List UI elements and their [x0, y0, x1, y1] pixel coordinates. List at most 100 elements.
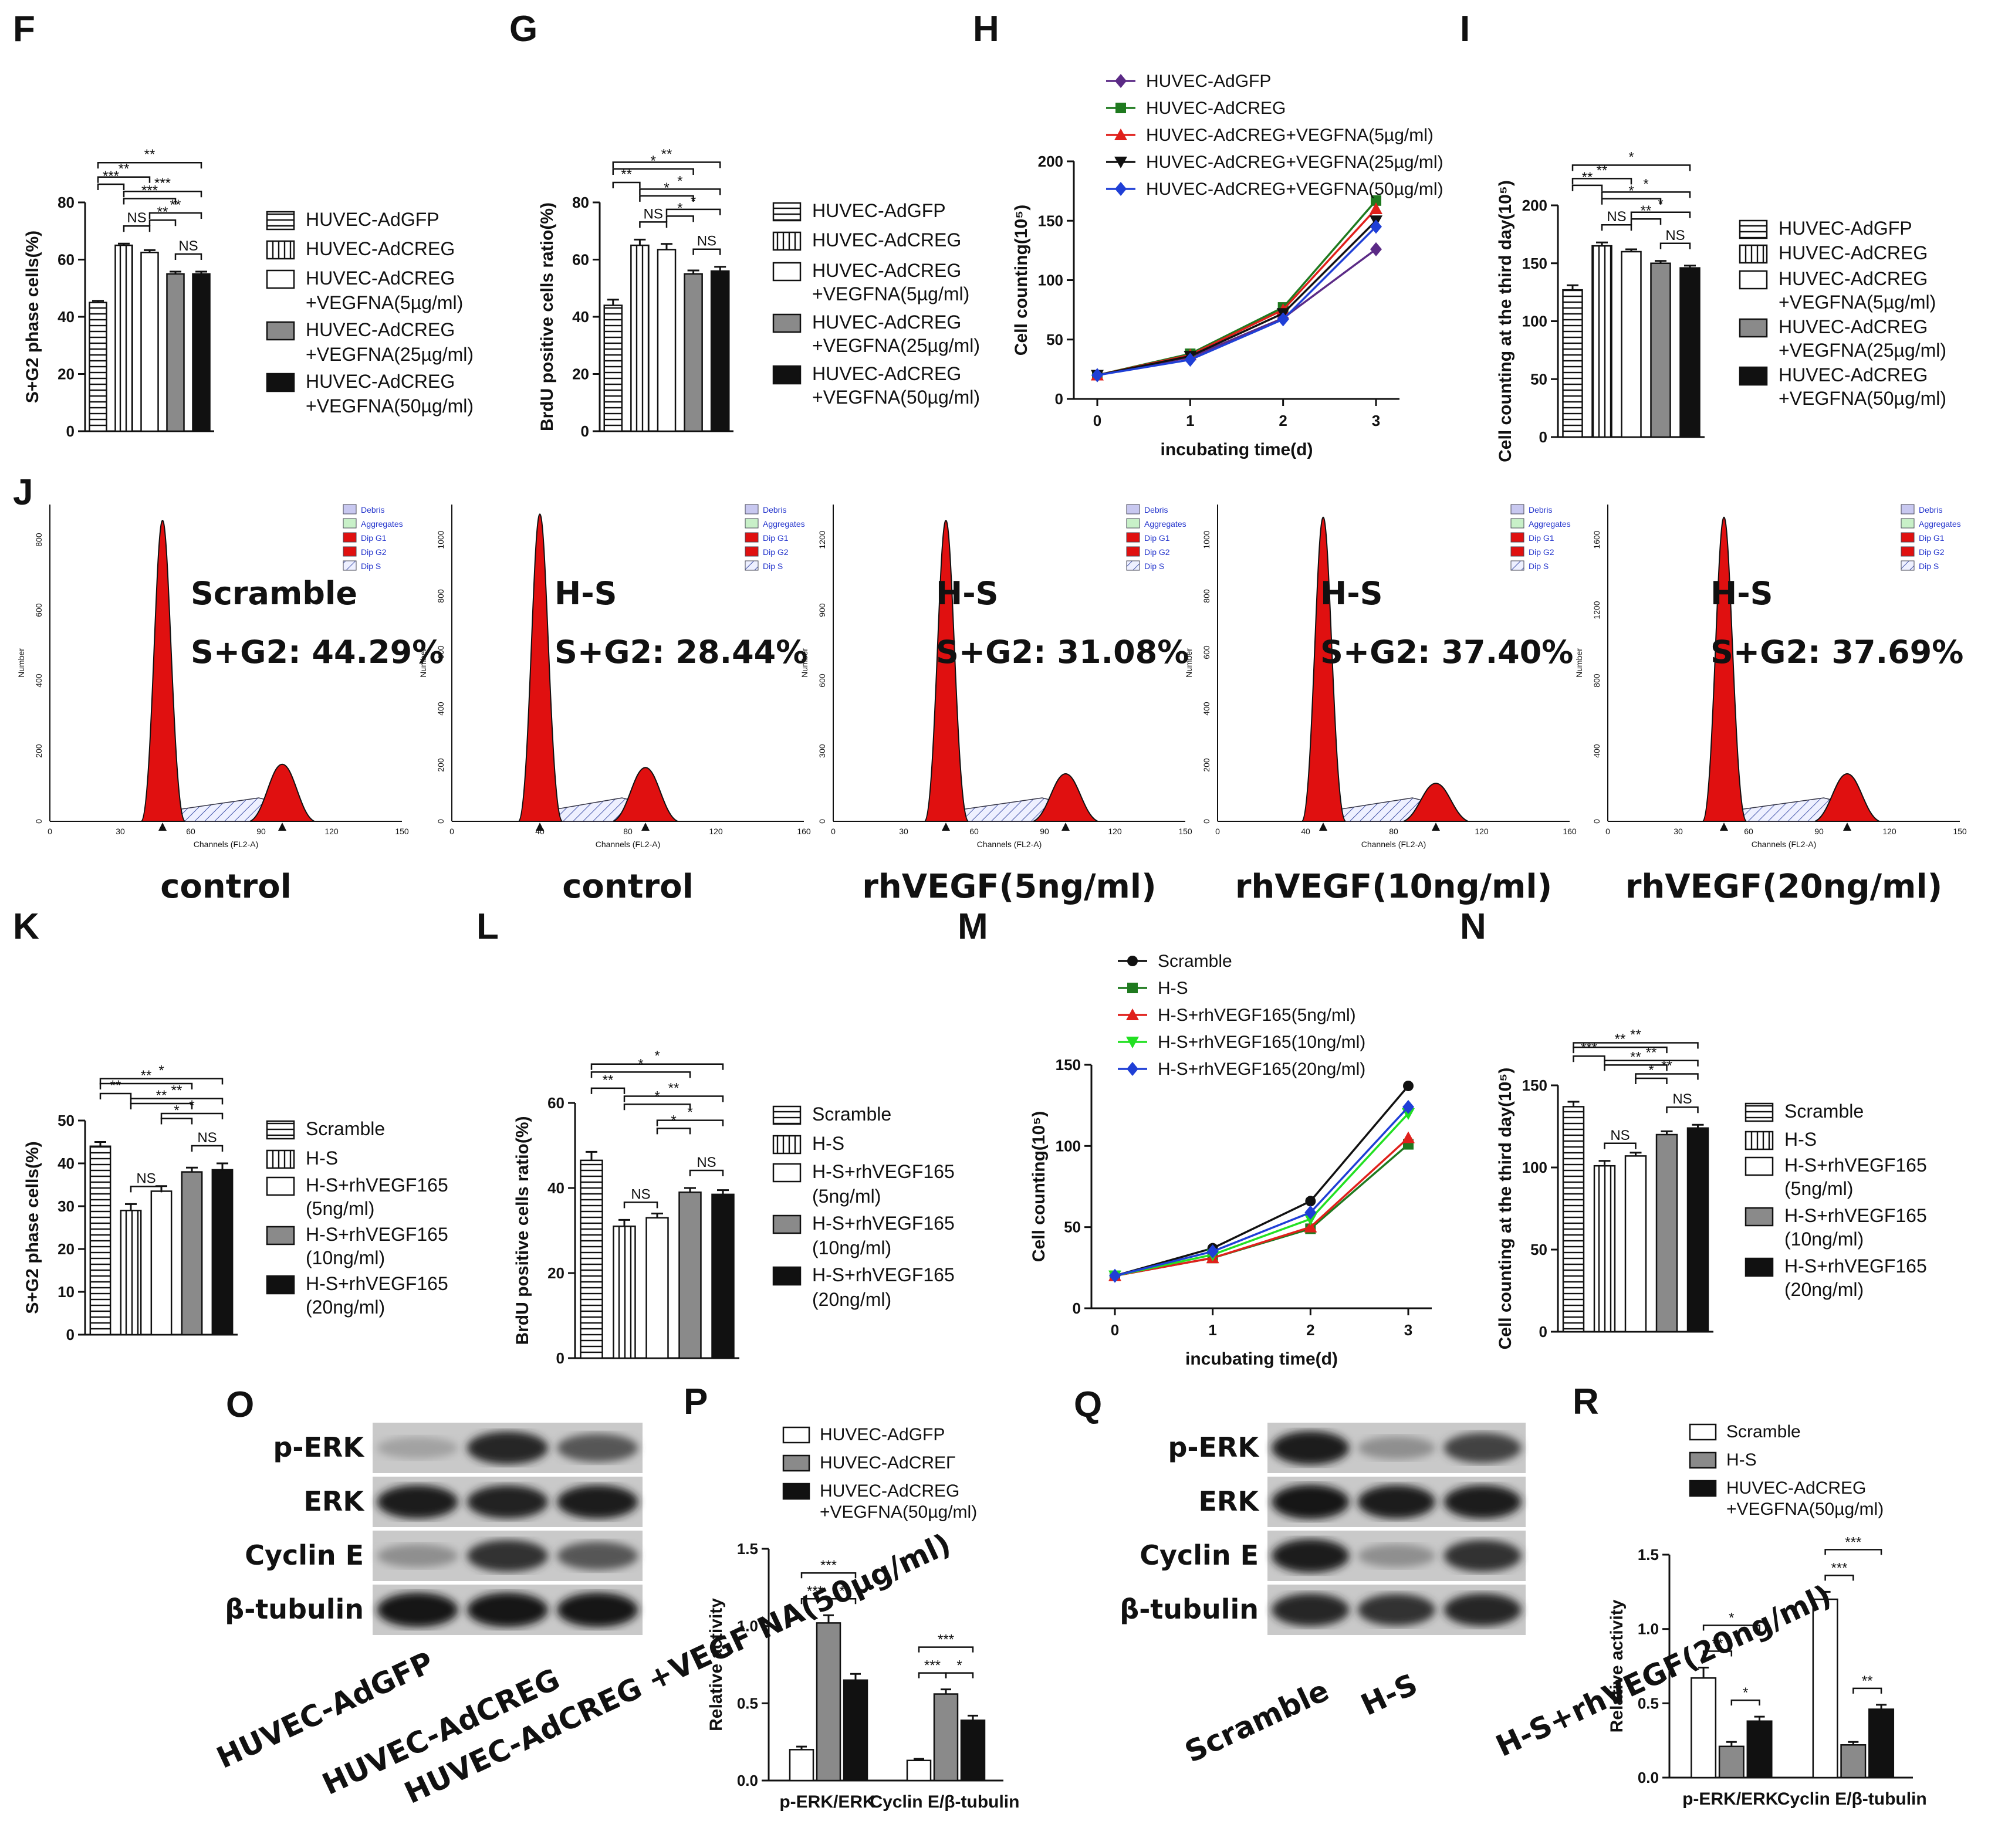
flow-histogram: 0 200 400 600 800 0 30 60 90 120 150 Channels (FL2-…: [16, 504, 444, 906]
legend-entry: HUVEC-AdCREG +VEGFNA(5µg/ml): [266, 268, 463, 313]
legend-entry: HUVEC-AdCREG +VEGFNA(50µg/ml): [772, 363, 980, 408]
blot-band: [557, 1592, 638, 1627]
bracket-line: [665, 215, 694, 222]
blot-row-label: β-tubulin: [1120, 1593, 1259, 1625]
chart-H: H 0 50 100 150 200 Cell counting(10⁵) 0 1 2 3 incub…: [973, 9, 1443, 459]
bar: [1840, 1744, 1867, 1779]
x-tick-label: 0: [48, 827, 52, 836]
x-tick-label: 120: [1882, 827, 1896, 836]
x-tick-label: 60: [186, 827, 195, 836]
blot-row-label: p-ERK: [273, 1431, 365, 1463]
significance-bracket: **: [99, 1078, 132, 1099]
legend-swatch: [772, 202, 802, 222]
bar: [1679, 267, 1701, 438]
significance-label: *: [1628, 183, 1634, 199]
bracket-line: [1604, 1064, 1668, 1071]
y-tick-label: 800: [1592, 673, 1601, 688]
significance-label: ***: [938, 1632, 954, 1648]
legend-swatch: [1739, 366, 1768, 386]
x-tick-label: 0: [1093, 412, 1101, 429]
legend-label: H-S+rhVEGF165: [306, 1175, 448, 1196]
y-tick-label: 0: [1055, 390, 1063, 408]
g1-peak: [1300, 516, 1346, 822]
series-line: [1114, 1085, 1409, 1277]
bracket-line: [639, 188, 721, 195]
legend-label: H-S+rhVEGF165(10ng/ml): [1158, 1033, 1365, 1052]
bracket-line: [160, 1118, 193, 1125]
significance-bracket: **: [590, 1072, 626, 1094]
legend-label: H-S+rhVEGF165: [306, 1273, 448, 1294]
x-axis-title: Channels (FL2-A): [1752, 840, 1817, 849]
legend-label: H-S+rhVEGF165(20ng/ml): [1158, 1060, 1365, 1079]
bar: [580, 1159, 603, 1359]
legend-label: H-S: [306, 1148, 338, 1169]
panel-label: I: [1460, 9, 1470, 49]
x-axis-title: Channels (FL2-A): [977, 840, 1042, 849]
significance-label: **: [1630, 1049, 1641, 1065]
legend-entry: H-S+rhVEGF165 (20ng/ml): [772, 1264, 955, 1310]
series-huvec-adcreg-vegfna-5-g-ml-: [1091, 202, 1382, 381]
bracket-line: [1852, 1687, 1882, 1694]
blot-band: [1272, 1431, 1350, 1465]
significance-label: *: [1729, 1610, 1734, 1626]
legend-label: H-S+rhVEGF165: [812, 1161, 955, 1182]
bracket-line: [123, 198, 177, 205]
significance-label: **: [1712, 1636, 1723, 1652]
legend-swatch: [266, 1275, 295, 1295]
bracket-line: [590, 1087, 626, 1094]
legend-label: (20ng/ml): [306, 1297, 385, 1318]
bar: [1812, 1598, 1838, 1779]
legend-label: Aggregates: [1919, 519, 1961, 529]
series-h-s-rhvegf165-20ng-ml-: [1109, 1099, 1414, 1283]
blot-band: [557, 1485, 638, 1519]
y-tick-label: 200: [1202, 758, 1211, 772]
legend-label: H-S: [1726, 1450, 1757, 1470]
significance-bracket: *: [612, 153, 694, 175]
legend-label: Dip G1: [1919, 533, 1945, 543]
bracket-line: [665, 208, 721, 215]
data-point: [1304, 1220, 1317, 1233]
bracket-line: [800, 1572, 857, 1579]
legend-label: Scramble: [306, 1118, 385, 1139]
significance-label: *: [677, 200, 682, 216]
bracket-line: [1571, 184, 1603, 191]
significance-bracket: *: [639, 180, 694, 202]
x-tick-label: 120: [1475, 827, 1489, 836]
legend-entry: H-S: [1745, 1129, 1817, 1150]
significance-bracket: **: [97, 147, 202, 169]
y-tick-label: 400: [436, 702, 445, 716]
legend-entry: H-S+rhVEGF165(5ng/ml): [1118, 1006, 1356, 1025]
significance-bracket: **: [130, 1088, 193, 1109]
bar: [1562, 1106, 1585, 1333]
legend-swatch: [745, 518, 759, 529]
bracket-line: [123, 225, 151, 232]
legend-label: Dip G2: [1144, 547, 1170, 557]
blot-row-label: Cyclin E: [1140, 1539, 1259, 1571]
data-point: [1206, 1244, 1219, 1259]
legend-label: Scramble: [812, 1104, 891, 1125]
y-tick-label: 40: [58, 1155, 75, 1172]
y-tick-label: 1.0: [1638, 1620, 1659, 1638]
western-blot-Q: Qp-ERK ERK Cyclin E β-tubulin Scramble H-S H-S…: [1074, 1385, 1837, 1769]
bar: [140, 252, 159, 432]
data-point: [1115, 182, 1127, 196]
bracket-line: [918, 1646, 974, 1653]
y-axis-title: BrdU positive cells ratio(%): [513, 1116, 532, 1345]
legend-swatch: [266, 269, 295, 289]
significance-bracket: NS: [174, 238, 202, 260]
legend-swatch: [343, 518, 357, 529]
y-tick-label: 100: [1522, 1159, 1547, 1176]
data-point: [1114, 157, 1127, 168]
legend-label: (5ng/ml): [812, 1186, 881, 1207]
legend-swatch: [266, 211, 295, 231]
bracket-line: [97, 161, 202, 169]
significance-label: **: [1597, 163, 1608, 178]
significance-label: *: [956, 1658, 962, 1674]
legend-swatch: [1901, 518, 1915, 529]
x-axis-title: Channels (FL2-A): [596, 840, 661, 849]
x-tick-label: 30: [899, 827, 908, 836]
panel-label: N: [1460, 906, 1486, 947]
bracket-line: [1573, 1055, 1605, 1062]
x-tick-label: 1: [1186, 412, 1194, 429]
series-h-s: [1110, 1139, 1414, 1281]
